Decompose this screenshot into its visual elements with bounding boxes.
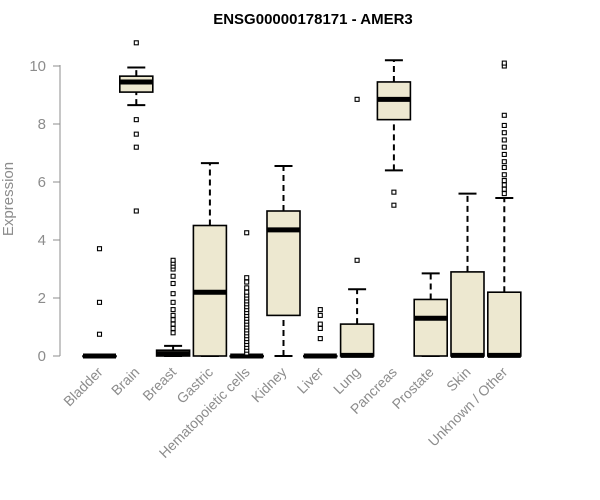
x-tick-label: Kidney — [248, 364, 290, 406]
boxes-layer — [82, 40, 522, 359]
y-tick-label: 0 — [38, 348, 46, 365]
box-iqr — [413, 298, 449, 357]
outlier-point — [244, 230, 250, 236]
box-unknown-other — [486, 60, 522, 358]
outlier-point — [317, 307, 323, 313]
x-tick-label: Brain — [108, 364, 142, 398]
box-brain — [119, 40, 154, 214]
outlier-point — [96, 246, 103, 252]
box-iqr — [450, 271, 485, 357]
outlier-point — [170, 273, 176, 279]
outlier-point — [501, 164, 507, 171]
chart-title: ENSG00000178171 - AMER3 — [213, 11, 413, 28]
outlier-point — [501, 151, 507, 157]
outlier-point — [501, 186, 507, 192]
box-lung — [339, 96, 375, 358]
x-tick-label: Lung — [330, 364, 363, 397]
outlier-point — [170, 257, 176, 263]
outlier-point — [170, 299, 176, 305]
x-tick-label: Liver — [294, 364, 327, 397]
outlier-point — [391, 202, 397, 208]
outlier-point — [96, 331, 103, 337]
outlier-point — [133, 40, 139, 46]
outlier-point — [501, 60, 507, 66]
box-pancreas — [376, 59, 412, 208]
outlier-point — [501, 112, 507, 118]
y-tick-label: 8 — [38, 116, 46, 133]
x-tick-label: Skin — [443, 364, 474, 395]
outlier-point — [354, 257, 360, 263]
outlier-point — [501, 159, 507, 165]
outlier-point — [133, 117, 139, 123]
outlier-point — [501, 191, 507, 197]
outlier-point — [354, 96, 360, 102]
outlier-point — [317, 312, 323, 318]
outlier-point — [501, 172, 507, 178]
outlier-point — [244, 279, 250, 285]
box-hematopoietic-cells — [229, 230, 264, 359]
x-tick-label: Breast — [139, 364, 179, 404]
outlier-point — [133, 208, 139, 214]
box-skin — [450, 192, 485, 358]
y-tick-label: 2 — [38, 290, 46, 307]
outlier-point — [133, 144, 139, 150]
outlier-point — [96, 299, 103, 305]
outlier-point — [501, 122, 507, 128]
outlier-point — [501, 178, 507, 184]
box-prostate — [413, 272, 449, 357]
outlier-point — [501, 182, 507, 188]
outlier-point — [170, 330, 176, 336]
outlier-point — [501, 144, 507, 150]
outlier-point — [244, 285, 250, 291]
box-kidney — [266, 165, 301, 357]
y-tick-label: 10 — [29, 58, 46, 75]
box-iqr — [486, 291, 522, 357]
outlier-point — [170, 325, 176, 332]
x-tick-label: Prostate — [389, 364, 437, 412]
outlier-point — [170, 291, 176, 297]
outlier-point — [391, 189, 397, 195]
y-axis-ticks: 0 2 4 6 8 10 — [29, 58, 60, 365]
y-axis-label: Expression — [0, 162, 17, 236]
outlier-point — [170, 317, 176, 323]
outlier-point — [170, 312, 176, 318]
box-bladder — [82, 246, 117, 359]
outlier-point — [170, 321, 176, 327]
outlier-point — [244, 275, 250, 281]
outlier-point — [501, 130, 507, 136]
outlier-point — [317, 321, 323, 327]
box-liver — [302, 307, 338, 359]
y-tick-label: 6 — [38, 174, 46, 191]
y-tick-label: 4 — [38, 232, 46, 249]
x-tick-label: Bladder — [60, 364, 106, 410]
outlier-point — [317, 336, 323, 342]
box-iqr — [339, 323, 375, 357]
outlier-point — [170, 280, 176, 287]
box-breast — [155, 257, 191, 357]
box-iqr — [266, 210, 301, 317]
outlier-point — [170, 307, 176, 313]
outlier-point — [501, 137, 507, 143]
box-gastric — [192, 162, 228, 357]
outlier-point — [133, 131, 139, 137]
outlier-point — [317, 325, 323, 332]
outlier-point — [244, 289, 250, 295]
